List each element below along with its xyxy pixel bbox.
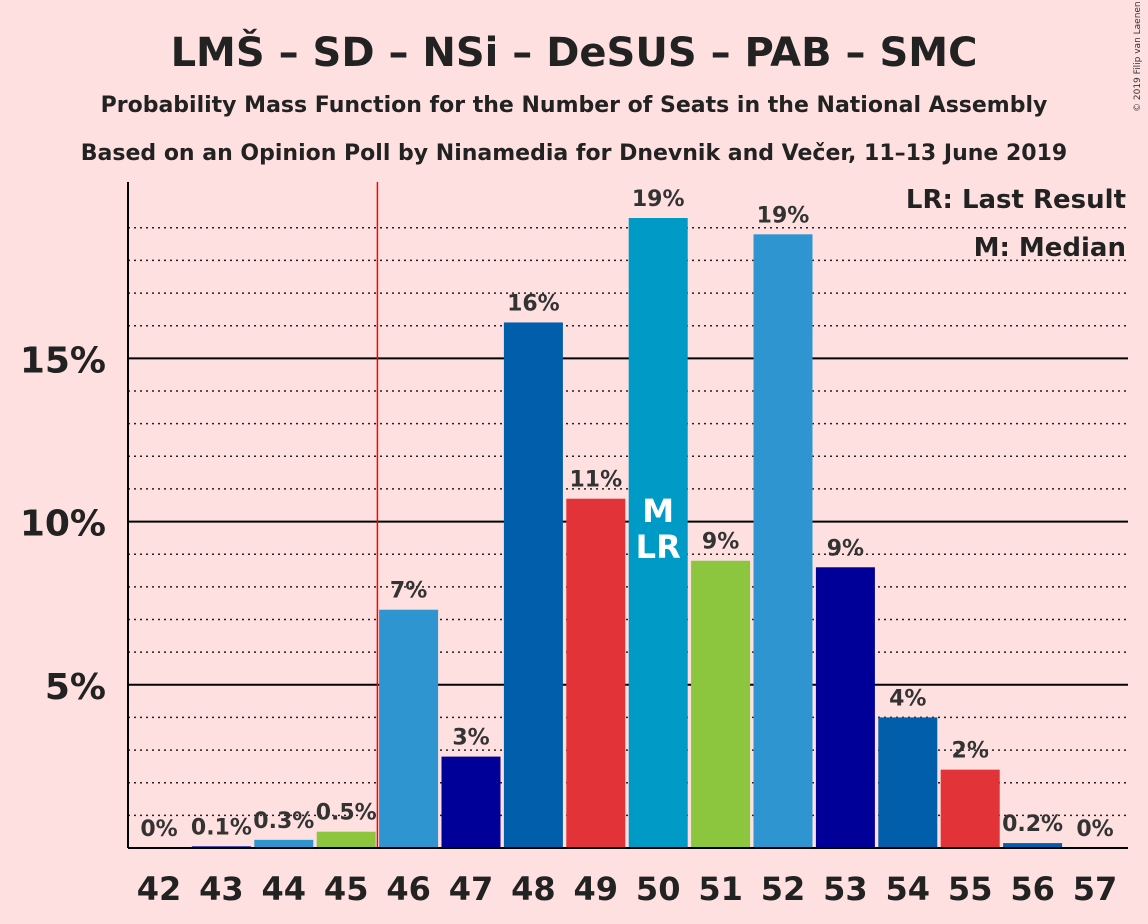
bar-seat-50 <box>628 218 688 848</box>
axes <box>127 182 1128 849</box>
bar-value-label: 19% <box>757 203 810 228</box>
bar-value-label: 9% <box>827 536 864 561</box>
x-tick-label: 48 <box>511 870 556 908</box>
y-tick-label: 10% <box>20 504 106 545</box>
legend: LR: Last Result M: Median <box>906 185 1126 263</box>
bar-value-label: 4% <box>889 686 926 711</box>
x-tick-label: 54 <box>886 870 931 908</box>
chart-title: LMŠ – SD – NSi – DeSUS – PAB – SMC <box>171 28 978 76</box>
bar-seat-53 <box>815 567 875 848</box>
bar-value-label: 0.5% <box>316 801 377 826</box>
bar-value-label: 0.3% <box>253 809 314 834</box>
bar-value-label: 3% <box>452 726 489 751</box>
bar-seat-54 <box>878 717 938 848</box>
bar-value-label: 2% <box>952 739 989 764</box>
y-tick-label: 5% <box>45 667 106 708</box>
bar-seat-51 <box>691 560 751 848</box>
bar-seat-44 <box>254 839 314 848</box>
bar-seat-56 <box>1003 843 1063 848</box>
y-tick-label: 15% <box>20 340 106 381</box>
x-tick-label: 43 <box>199 870 244 908</box>
chart-subtitle: Probability Mass Function for the Number… <box>101 93 1048 118</box>
chart-subtitle-2: Based on an Opinion Poll by Ninamedia fo… <box>81 141 1067 166</box>
bar-seat-55 <box>940 769 1000 848</box>
copyright-text: © 2019 Filip van Laenen <box>1133 1 1143 112</box>
legend-last-result: LR: Last Result <box>906 185 1126 215</box>
last-result-marker: LR <box>636 528 681 566</box>
x-tick-label: 50 <box>636 870 681 908</box>
x-tick-label: 42 <box>137 870 182 908</box>
bar-value-label: 19% <box>632 187 685 212</box>
x-tick-label: 47 <box>449 870 494 908</box>
x-tick-label: 55 <box>948 870 993 908</box>
legend-median: M: Median <box>974 233 1126 263</box>
bar-seat-46 <box>379 609 439 848</box>
x-tick-label: 44 <box>262 870 307 908</box>
x-tick-label: 56 <box>1010 870 1055 908</box>
x-tick-label: 57 <box>1073 870 1118 908</box>
bar-seat-52 <box>753 234 813 849</box>
x-tick-label: 46 <box>386 870 431 908</box>
bar-seat-47 <box>441 756 501 848</box>
bar-value-label: 0.1% <box>191 815 252 840</box>
bar-value-label: 7% <box>390 579 427 604</box>
bar-value-label: 0.2% <box>1002 812 1063 837</box>
x-tick-label: 49 <box>574 870 619 908</box>
bar-value-label: 16% <box>507 291 560 316</box>
bar-seat-49 <box>566 498 626 848</box>
bar-value-label: 9% <box>702 530 739 555</box>
x-tick-label: 45 <box>324 870 369 908</box>
bars: 0% 42 0.1% 43 0.3% 44 0.5% 45 7% 46 3% 47 16% 48 11% 49… <box>137 182 1118 908</box>
x-tick-label: 53 <box>823 870 868 908</box>
bar-value-label: 0% <box>1076 817 1113 842</box>
x-tick-label: 52 <box>761 870 806 908</box>
x-tick-label: 51 <box>698 870 743 908</box>
bar-seat-48 <box>503 322 563 849</box>
median-marker: M <box>642 492 674 530</box>
grid-lines: 5% 10% 15% <box>20 227 1128 817</box>
bar-seat-45 <box>316 831 376 848</box>
bar-value-label: 0% <box>140 817 177 842</box>
bar-value-label: 11% <box>569 468 622 493</box>
